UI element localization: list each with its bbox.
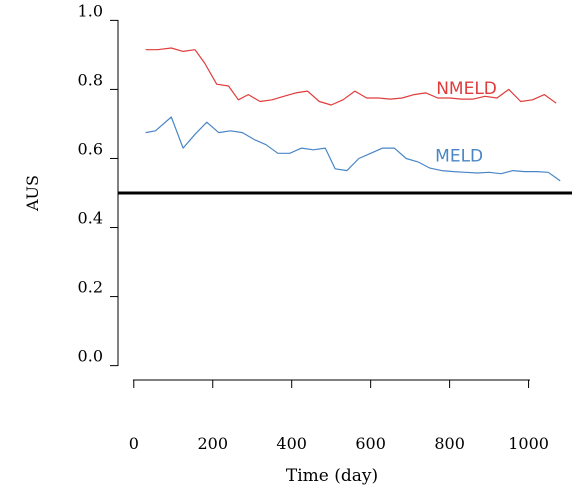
meld-series-label: MELD [435,147,483,167]
y-tick-label: 0.2 [78,278,103,297]
y-axis-ticks: 0.0 0.2 0.4 0.6 0.8 1.0 [78,1,118,367]
nmeld-series-line [145,47,557,106]
y-axis-label: AUS [23,175,42,212]
x-tick-label: 800 [434,434,465,453]
x-tick-label: 400 [276,434,307,453]
x-tick-label: 600 [355,434,386,453]
x-tick-label: 0 [129,434,139,453]
x-axis-label: Time (day) [286,466,378,486]
y-tick-label: 0.0 [78,347,103,366]
y-tick-label: 0.8 [78,70,103,89]
y-tick-label: 0.6 [78,139,103,158]
x-tick-label: 200 [197,434,228,453]
nmeld-series-label: NMELD [436,79,497,99]
series-group: NMELD MELD [145,47,561,182]
y-tick-label: 1.0 [78,1,103,20]
y-tick-label: 0.4 [78,209,103,228]
meld-series-line [145,116,561,182]
x-axis-ticks: 0 200 400 600 800 1000 [129,380,549,453]
x-tick-label: 1000 [508,434,549,453]
